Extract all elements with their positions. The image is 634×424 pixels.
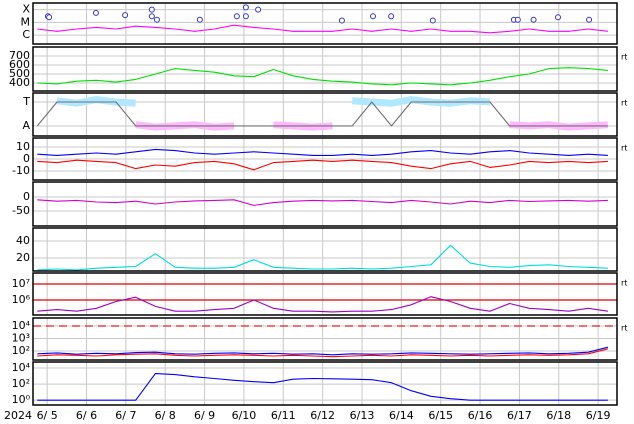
y-tick-label: 500 <box>9 67 30 80</box>
panel-frame <box>32 137 618 181</box>
y-tick-label: X <box>22 3 30 16</box>
event-marker <box>148 6 155 13</box>
series-group <box>37 373 608 401</box>
panel-frame <box>32 181 618 227</box>
data-line <box>37 199 608 206</box>
y-tick-label: 10³ <box>12 332 30 345</box>
data-line <box>37 348 609 358</box>
y-tick-label: 0 <box>23 190 30 203</box>
event-marker <box>122 12 129 19</box>
event-marker <box>530 16 537 23</box>
y-tick-label: 10⁰ <box>12 393 31 406</box>
y-tick-label: 10² <box>12 344 30 357</box>
series-group <box>37 296 608 313</box>
panel-frame <box>32 92 618 137</box>
year-label: 2024 <box>4 409 32 422</box>
event-marker <box>92 9 99 16</box>
side-label: rt <box>621 99 627 108</box>
y-tick-label: 0 <box>23 152 30 165</box>
series-group <box>37 4 608 34</box>
event-marker <box>233 13 240 20</box>
event-marker <box>46 14 53 21</box>
panel-frame <box>32 2 618 45</box>
series-group <box>36 96 609 131</box>
x-tick-label: 6/17 <box>507 409 532 422</box>
data-line <box>37 346 609 356</box>
side-label: rt <box>621 279 627 288</box>
x-tick-label: 6/ 8 <box>155 409 176 422</box>
data-line <box>37 67 608 86</box>
series-group <box>37 346 609 358</box>
data-line <box>37 244 608 271</box>
y-tick-label: 600 <box>9 58 30 71</box>
y-tick-label: 10⁴ <box>12 319 31 332</box>
event-marker <box>148 13 155 20</box>
x-tick-label: 6/10 <box>232 409 257 422</box>
data-line <box>36 101 608 127</box>
y-tick-label: 20 <box>16 251 30 264</box>
y-tick-label: 10⁶ <box>12 293 31 306</box>
panel-frame <box>32 361 618 406</box>
y-tick-label: T <box>22 95 30 108</box>
x-tick-label: 6/ 5 <box>37 409 58 422</box>
event-marker <box>255 6 262 13</box>
y-tick-label: 10 <box>16 140 30 153</box>
x-tick-label: 6/15 <box>428 409 453 422</box>
event-marker <box>370 13 377 20</box>
event-marker <box>554 14 561 21</box>
series-group <box>37 148 608 171</box>
data-line <box>37 148 608 156</box>
panel-frame <box>32 227 618 272</box>
panel-background <box>33 228 617 271</box>
event-marker <box>153 16 160 23</box>
data-line <box>37 296 608 313</box>
side-label: rt <box>621 53 627 62</box>
y-tick-label: 40 <box>16 234 30 247</box>
series-group <box>37 199 608 206</box>
y-tick-label: 10⁴ <box>12 361 31 374</box>
x-tick-label: 6/12 <box>310 409 335 422</box>
x-tick-label: 6/18 <box>546 409 571 422</box>
y-tick-label: A <box>22 119 30 132</box>
x-tick-label: 6/11 <box>271 409 296 422</box>
y-tick-label: 10⁷ <box>12 277 30 290</box>
event-marker <box>586 16 593 23</box>
event-marker <box>514 16 521 23</box>
x-tick-label: 6/16 <box>468 409 493 422</box>
data-line <box>37 373 608 401</box>
x-tick-label: 6/ 6 <box>76 409 97 422</box>
panel-background <box>33 182 617 226</box>
y-tick-label: -10 <box>12 164 30 177</box>
y-tick-label: M <box>21 15 31 28</box>
side-label: rt <box>621 324 627 333</box>
event-marker <box>242 4 249 11</box>
panel-frame <box>32 317 618 361</box>
series-group <box>37 244 608 271</box>
x-tick-label: 6/ 9 <box>194 409 215 422</box>
data-line <box>37 159 608 171</box>
series-group <box>37 67 608 86</box>
event-marker <box>388 13 395 20</box>
event-marker <box>242 13 249 20</box>
y-tick-label: -50 <box>12 204 30 217</box>
data-line <box>37 24 608 34</box>
panel-background <box>33 47 617 91</box>
x-tick-label: 6/19 <box>586 409 611 422</box>
y-tick-label: 10² <box>12 377 30 390</box>
side-label: rt <box>621 144 627 153</box>
x-tick-label: 6/13 <box>350 409 375 422</box>
panel-frame <box>32 272 618 316</box>
x-tick-label: 6/ 7 <box>115 409 136 422</box>
x-tick-label: 6/14 <box>389 409 414 422</box>
event-marker <box>429 17 436 24</box>
panel-frame <box>32 46 618 92</box>
event-marker <box>196 16 203 23</box>
event-marker <box>338 17 345 24</box>
y-tick-label: C <box>22 28 30 41</box>
y-tick-label: 700 <box>9 49 30 62</box>
y-tick-label: 400 <box>9 76 30 89</box>
